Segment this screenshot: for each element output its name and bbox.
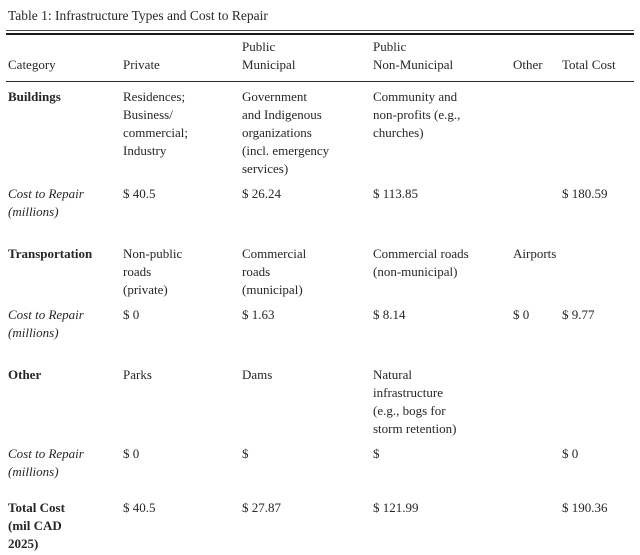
other-cost-row: Cost to Repair (millions) $ 0 $ $ $ 0 [6,438,634,481]
other-other-cell [513,360,562,438]
section-spacer [6,221,634,239]
buildings-category-cell: Buildings [8,89,61,104]
buildings-cost-label: Cost to Repair (millions) [8,186,84,219]
col-header-public-municipal: Public Municipal [242,35,373,82]
total-private: $ 40.5 [123,500,156,515]
table-top-rule [6,30,634,35]
buildings-cost-total: $ 180.59 [562,186,608,201]
transportation-municipal-cell: Commercial roads (municipal) [242,246,307,297]
buildings-non-municipal-cell: Community and non-profits (e.g., churche… [373,89,461,140]
transportation-cost-private: $ 0 [123,307,140,322]
other-total-cell [562,360,634,438]
table-container: Category Private Public Municipal Public… [6,30,634,555]
table-caption: Table 1: Infrastructure Types and Cost t… [8,8,268,23]
total-municipal: $ 27.87 [242,500,281,515]
other-category-cell: Other [8,367,42,382]
other-municipal-cell: Dams [242,367,273,382]
col-header-public-non-municipal: Public Non-Municipal [373,35,513,82]
buildings-other-cell [513,82,562,179]
buildings-cost-private: $ 40.5 [123,186,156,201]
header-row: Category Private Public Municipal Public… [6,35,634,82]
transportation-private-cell: Non-public roads (private) [123,246,183,297]
total-non-municipal: $ 121.99 [373,500,419,515]
total-other [513,499,562,555]
buildings-cost-non-municipal: $ 113.85 [373,186,419,201]
buildings-types-row: Buildings Residences; Business/ commerci… [6,82,634,179]
transportation-cost-row: Cost to Repair (millions) $ 0 $ 1.63 $ 8… [6,299,634,342]
transportation-cost-non-municipal: $ 8.14 [373,307,406,322]
transportation-cost-label: Cost to Repair (millions) [8,307,84,340]
buildings-cost-row: Cost to Repair (millions) $ 40.5 $ 26.24… [6,178,634,221]
other-cost-total: $ 0 [562,446,579,461]
total-row-label: Total Cost (mil CAD 2025) [8,500,65,551]
transportation-non-municipal-cell: Commercial roads (non-municipal) [373,246,469,279]
buildings-cost-municipal: $ 26.24 [242,186,281,201]
transportation-category-cell: Transportation [8,246,93,261]
transportation-total-cell [562,239,634,299]
total-grand: $ 190.36 [562,500,608,515]
other-private-cell: Parks [123,367,152,382]
other-cost-municipal: $ [242,446,249,461]
col-header-private: Private [123,35,242,82]
other-types-row: Other Parks Dams Natural infrastructure … [6,360,634,438]
infrastructure-cost-table: Category Private Public Municipal Public… [6,35,634,555]
other-non-municipal-cell: Natural infrastructure (e.g., bogs for s… [373,367,457,436]
transportation-cost-total: $ 9.77 [562,307,595,322]
other-cost-non-municipal: $ [373,446,380,461]
section-spacer [6,342,634,360]
buildings-total-cell [562,82,634,179]
section-spacer [6,481,634,499]
other-cost-private: $ 0 [123,446,140,461]
other-cost-label: Cost to Repair (millions) [8,446,84,479]
buildings-private-cell: Residences; Business/ commercial; Indust… [123,89,188,158]
col-header-other: Other [513,35,562,82]
buildings-cost-other [513,178,562,221]
col-header-category: Category [6,35,123,82]
buildings-municipal-cell: Government and Indigenous organizations … [242,89,330,176]
col-header-total-cost: Total Cost [562,35,634,82]
transportation-other-cell: Airports [513,246,557,261]
transportation-cost-other: $ 0 [513,307,530,322]
transportation-types-row: Transportation Non-public roads (private… [6,239,634,299]
total-cost-row: Total Cost (mil CAD 2025) $ 40.5 $ 27.87… [6,499,634,555]
other-cost-other [513,438,562,481]
transportation-cost-municipal: $ 1.63 [242,307,275,322]
